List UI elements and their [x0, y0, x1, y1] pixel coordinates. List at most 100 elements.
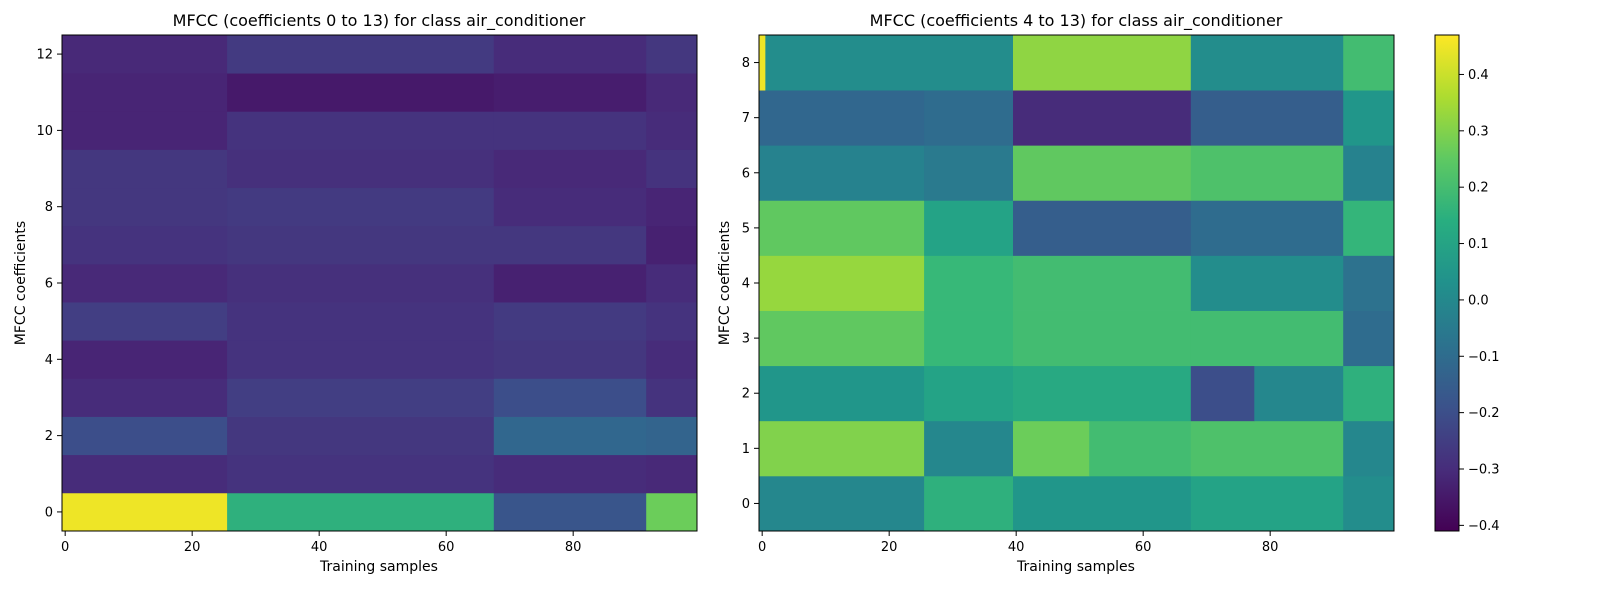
- heatmap-cell: [924, 145, 1014, 201]
- heatmap-cell: [1013, 475, 1192, 532]
- colorbar: −0.4 −0.3 −0.2 −0.1 0.0 0.1 0.2 0.3 0.4: [1434, 34, 1500, 534]
- heatmap-cell: [227, 302, 495, 341]
- x-tick-label: 80: [1262, 540, 1279, 555]
- heatmap-cell: [493, 302, 647, 341]
- heatmap-cell: [62, 416, 228, 456]
- x-tick-label: 60: [438, 540, 455, 555]
- heatmap-cell: [62, 340, 228, 379]
- heatmap-cell: [646, 454, 698, 494]
- colorbar-tick-label: −0.4: [1468, 519, 1500, 534]
- y-tick-label: 1: [742, 442, 750, 457]
- chart-title: MFCC (coefficients 4 to 13) for class ai…: [870, 11, 1283, 31]
- y-tick-label: 6: [45, 277, 53, 292]
- colorbar-tick-label: 0.0: [1468, 293, 1489, 308]
- heatmap-cell: [1343, 145, 1395, 201]
- heatmap-cell: [924, 310, 1014, 367]
- colorbar-tick-label: 0.4: [1468, 68, 1489, 83]
- heatmap-cell: [493, 111, 647, 150]
- heatmap-cell: [1343, 255, 1395, 311]
- x-axis-ticks: 0 20 40 60 80: [61, 531, 581, 555]
- y-tick-label: 0: [742, 497, 750, 512]
- x-axis-ticks: 0 20 40 60 80: [758, 531, 1278, 555]
- heatmap-cell: [1343, 35, 1395, 91]
- heatmap-cell: [227, 378, 495, 417]
- x-tick-label: 80: [565, 540, 582, 555]
- y-tick-label: 2: [742, 387, 750, 402]
- heatmap-cell: [62, 378, 228, 417]
- heatmap-cell: [62, 35, 228, 74]
- heatmap-cell: [924, 365, 1014, 422]
- heatmap-cell: [646, 492, 698, 532]
- heatmap-panel-left: MFCC (coefficients 0 to 13) for class ai…: [13, 11, 698, 575]
- colorbar-tick-label: −0.2: [1468, 406, 1500, 421]
- heatmap-cell: [759, 255, 925, 311]
- y-axis-label: MFCC coefficients: [13, 221, 29, 345]
- heatmap-cell: [493, 149, 647, 189]
- heatmap-cell: [924, 200, 1014, 256]
- y-tick-label: 4: [45, 353, 53, 368]
- heatmap-cell: [1013, 310, 1192, 367]
- x-axis-label: Training samples: [319, 559, 438, 575]
- heatmap-cell: [646, 378, 698, 417]
- heatmap-cell: [646, 225, 698, 265]
- heatmap-cell: [1254, 365, 1344, 422]
- heatmap-cell: [646, 149, 698, 189]
- heatmap-cell: [1343, 310, 1395, 367]
- heatmap-cell: [646, 302, 698, 341]
- heatmap-cell: [1190, 420, 1344, 477]
- colorbar-ticks: −0.4 −0.3 −0.2 −0.1 0.0 0.1 0.2 0.3 0.4: [1459, 68, 1500, 534]
- heatmap-cell: [493, 35, 647, 74]
- heatmap-cell: [646, 416, 698, 456]
- heatmap-panel-right: MFCC (coefficients 4 to 13) for class ai…: [717, 11, 1395, 575]
- x-axis-label: Training samples: [1016, 559, 1135, 575]
- y-tick-label: 4: [742, 277, 750, 292]
- heatmap-cell: [493, 187, 647, 227]
- heatmap-cell: [493, 378, 647, 417]
- y-tick-label: 3: [742, 332, 750, 347]
- heatmap-cell: [759, 90, 925, 146]
- heatmap-cell: [1089, 420, 1192, 477]
- heatmap-cell: [227, 263, 495, 303]
- heatmap-cell: [759, 420, 925, 477]
- heatmap-cell: [227, 73, 495, 112]
- x-tick-label: 20: [184, 540, 201, 555]
- heatmap-cell: [1013, 200, 1192, 256]
- heatmap-cell: [1190, 255, 1344, 311]
- heatmap-cell: [227, 340, 495, 379]
- heatmap-cell: [493, 416, 647, 456]
- heatmap-cell: [1190, 145, 1344, 201]
- heatmap-cell: [227, 225, 495, 265]
- heatmap-cell: [765, 35, 1014, 91]
- y-tick-label: 12: [36, 48, 53, 63]
- colorbar-tick-label: −0.3: [1468, 463, 1500, 478]
- heatmap-cell: [62, 225, 228, 265]
- heatmap-cell: [1013, 255, 1192, 311]
- heatmap-cell: [1343, 475, 1395, 532]
- heatmap-cell: [646, 263, 698, 303]
- heatmap-cell: [924, 475, 1014, 532]
- heatmap-cell: [646, 187, 698, 227]
- heatmap-cell: [62, 187, 228, 227]
- heatmap-cell: [493, 492, 647, 532]
- heatmap-cell: [227, 35, 495, 74]
- y-axis-ticks: 0 2 4 6 8 10 12: [36, 48, 62, 520]
- heatmap-cell: [62, 263, 228, 303]
- heatmap-cell: [62, 111, 228, 150]
- heatmap-cell: [493, 340, 647, 379]
- heatmap-cell: [1013, 420, 1090, 477]
- heatmap-cell: [924, 420, 1014, 477]
- x-tick-label: 0: [61, 540, 69, 555]
- heatmap-cell: [493, 73, 647, 112]
- heatmap-cell: [227, 111, 495, 150]
- x-tick-label: 20: [881, 540, 898, 555]
- heatmap-cell: [1190, 475, 1344, 532]
- heatmap-cell: [1013, 365, 1192, 422]
- heatmap-cell: [759, 35, 766, 91]
- heatmap-cell: [1013, 90, 1192, 146]
- heatmap-cell: [924, 90, 1014, 146]
- heatmap-cell: [1190, 200, 1344, 256]
- heatmap-cell: [759, 475, 925, 532]
- heatmap-cell: [227, 454, 495, 494]
- x-tick-label: 40: [311, 540, 328, 555]
